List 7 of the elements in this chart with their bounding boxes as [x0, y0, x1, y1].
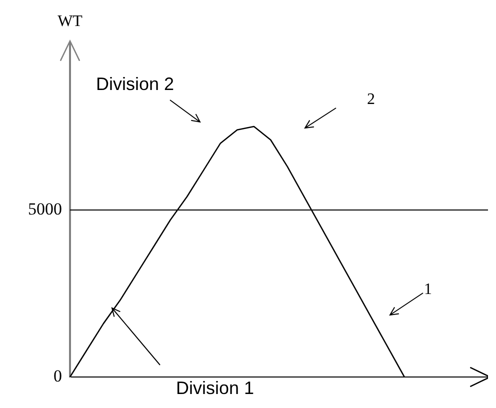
- y-axis-title: WT: [58, 13, 83, 30]
- annotation: 2: [367, 91, 375, 108]
- y-tick-label: 0: [54, 366, 62, 386]
- annotation: Division 2: [96, 74, 174, 94]
- text: Division 1: [176, 378, 254, 398]
- annotation: 1: [424, 281, 432, 298]
- y-tick-label: 5000: [28, 199, 62, 218]
